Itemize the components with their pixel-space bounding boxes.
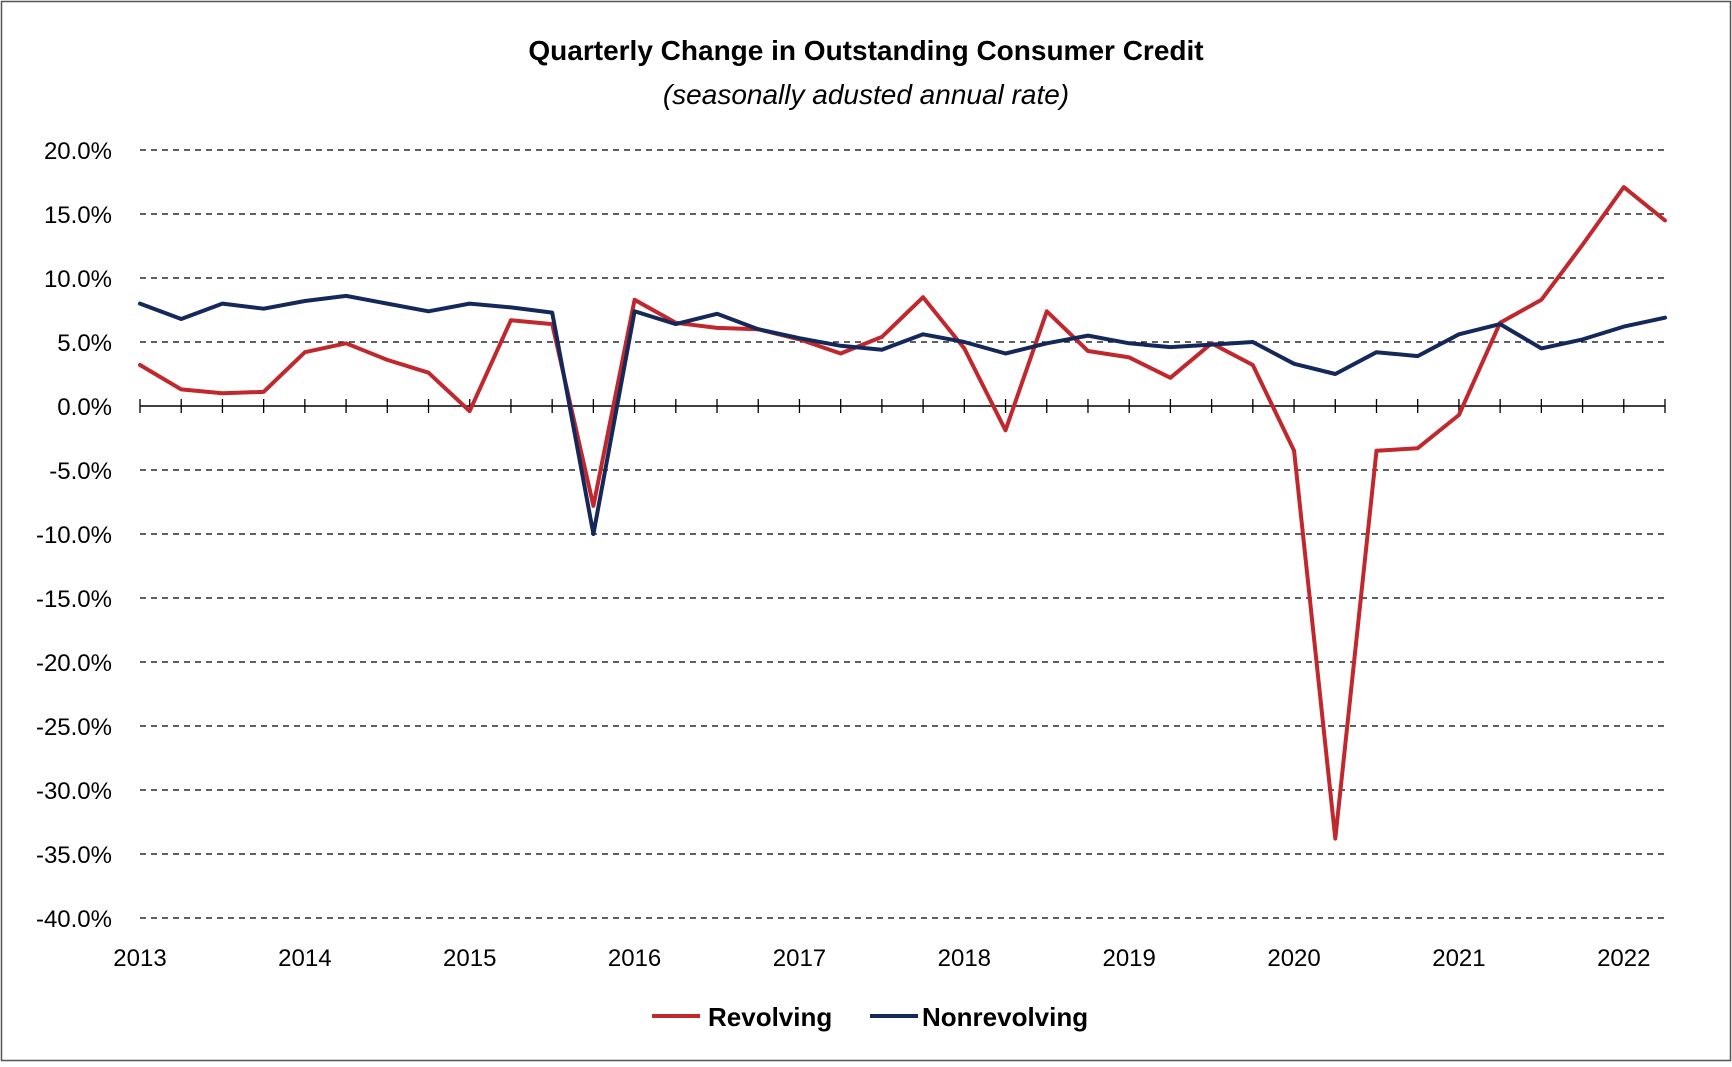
y-tick-label: -30.0% [36,778,112,805]
x-tick-label: 2022 [1597,945,1650,972]
x-tick-label: 2019 [1102,945,1155,972]
series-lines [138,185,1667,841]
legend-label-revolving: Revolving [708,1002,832,1032]
y-tick-label: 0.0% [57,394,112,421]
series-line-revolving [138,185,1667,841]
x-tick-label: 2017 [773,945,826,972]
x-tick-label: 2016 [608,945,661,972]
x-tick-label: 2014 [278,945,331,972]
gridlines [140,149,1665,919]
y-tick-label: -5.0% [49,458,112,485]
y-tick-label: 10.0% [44,266,112,293]
y-axis-tick-labels: 20.0% 15.0% 10.0% 5.0% 0.0% -5.0% -10.0% -15.0%… [36,138,112,933]
x-axis-tick-labels: 2013 2014 2015 2016 2017 2018 2019 2020 2021 2022 [113,945,1650,972]
x-tick-label: 2020 [1267,945,1320,972]
x-axis [139,399,1666,413]
y-tick-label: -20.0% [36,650,112,677]
y-tick-label: -35.0% [36,842,112,869]
y-tick-label: -15.0% [36,586,112,613]
x-tick-label: 2021 [1432,945,1485,972]
x-tick-label: 2015 [443,945,496,972]
x-tick-label: 2013 [113,945,166,972]
legend-label-nonrevolving: Nonrevolving [922,1002,1088,1032]
y-tick-label: -10.0% [36,522,112,549]
chart-title: Quarterly Change in Outstanding Consumer… [528,35,1203,66]
y-tick-label: 20.0% [44,138,112,165]
series-line-nonrevolving [138,293,1667,536]
y-tick-label: -40.0% [36,906,112,933]
y-tick-label: -25.0% [36,714,112,741]
x-tick-label: 2018 [938,945,991,972]
chart-subtitle: (seasonally adusted annual rate) [663,79,1069,110]
y-tick-label: 15.0% [44,202,112,229]
y-tick-label: 5.0% [57,330,112,357]
legend: Revolving Nonrevolving [652,1002,1088,1032]
